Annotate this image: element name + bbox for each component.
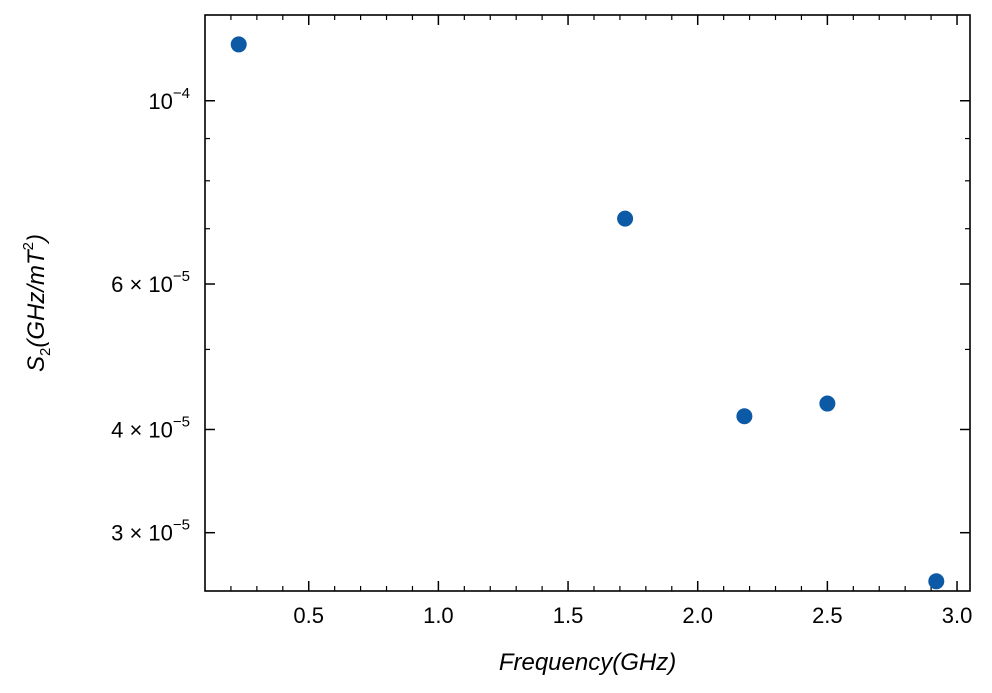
minor-ticks <box>205 15 970 591</box>
x-tick-label: 1.5 <box>553 603 584 628</box>
data-point <box>230 36 247 53</box>
x-tick-label: 2.0 <box>682 603 713 628</box>
major-ticks <box>205 15 970 591</box>
x-tick-label: 2.5 <box>812 603 843 628</box>
data-point <box>928 573 945 590</box>
y-tick-label: 10−4 <box>148 85 190 114</box>
x-tick-label: 3.0 <box>942 603 973 628</box>
data-points <box>230 36 945 590</box>
y-tick-label: 6 × 10−5 <box>111 268 190 297</box>
data-point <box>617 210 634 227</box>
data-point <box>819 395 836 412</box>
y-tick-labels: 10−4 6 × 10−5 4 × 10−5 3 × 10−5 <box>111 85 190 546</box>
y-axis-label: S2(GHz/mT2) <box>20 234 54 372</box>
plot-frame <box>204 14 971 592</box>
x-axis-label: Frequency(GHz) <box>499 649 676 676</box>
y-tick-label: 3 × 10−5 <box>111 517 190 546</box>
x-tick-labels: 0.5 1.0 1.5 2.0 2.5 3.0 <box>293 603 972 628</box>
x-tick-label: 0.5 <box>293 603 324 628</box>
data-point <box>736 408 753 425</box>
x-tick-label: 1.0 <box>423 603 454 628</box>
y-tick-label: 4 × 10−5 <box>111 413 190 442</box>
